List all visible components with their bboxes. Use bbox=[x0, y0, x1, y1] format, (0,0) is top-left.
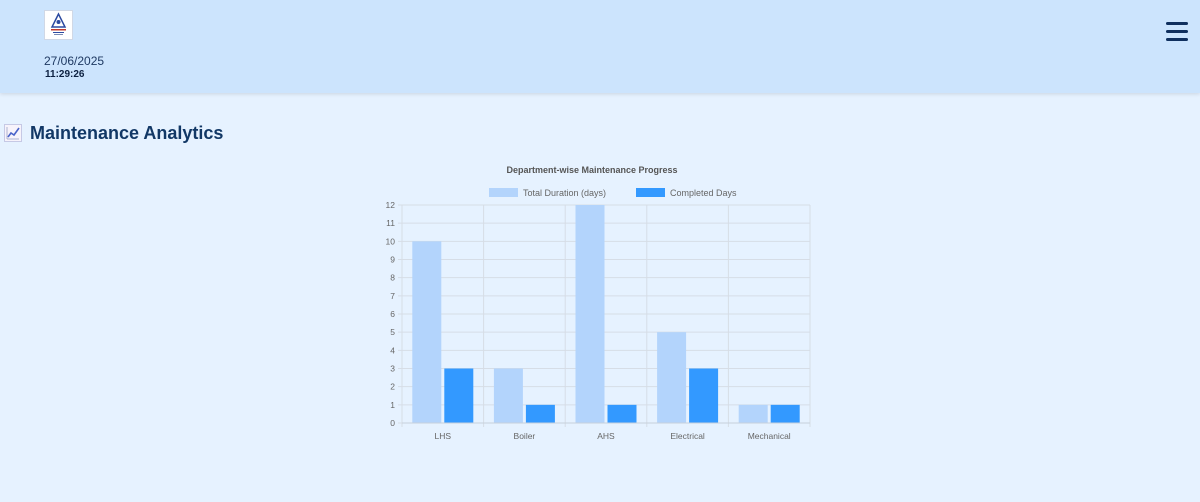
x-tick-label: Boiler bbox=[514, 431, 536, 441]
page-title-row: Maintenance Analytics bbox=[4, 122, 223, 144]
y-tick-label: 5 bbox=[390, 327, 395, 337]
page-title: Maintenance Analytics bbox=[30, 122, 224, 143]
hamburger-menu-icon[interactable] bbox=[1166, 22, 1188, 42]
bar-electrical-total bbox=[657, 332, 687, 423]
bar-lhs-completed bbox=[444, 368, 474, 423]
y-tick-label: 7 bbox=[390, 291, 395, 301]
y-tick-label: 9 bbox=[390, 255, 395, 265]
bar-lhs-total bbox=[412, 241, 442, 423]
chart-title: Department-wise Maintenance Progress bbox=[506, 165, 677, 175]
bar-ahs-completed bbox=[607, 404, 637, 423]
bar-boiler-total bbox=[493, 368, 523, 423]
logo-icon bbox=[44, 10, 73, 40]
legend-swatch-0 bbox=[489, 188, 518, 197]
current-date: 27/06/2025 bbox=[44, 54, 105, 68]
y-tick-label: 1 bbox=[390, 400, 395, 410]
x-tick-label: Mechanical bbox=[748, 431, 791, 441]
y-tick-label: 0 bbox=[390, 418, 395, 428]
current-time: 11:29:26 bbox=[45, 69, 85, 80]
y-tick-label: 8 bbox=[390, 273, 395, 283]
x-tick-label: Electrical bbox=[670, 431, 705, 441]
top-header: 27/06/2025 11:29:26 bbox=[0, 0, 1200, 93]
bar-boiler-completed bbox=[525, 404, 555, 423]
legend-swatch-1 bbox=[636, 188, 665, 197]
y-tick-label: 2 bbox=[390, 382, 395, 392]
legend-label-1: Completed Days bbox=[670, 188, 737, 198]
bar-ahs-total bbox=[575, 205, 605, 423]
y-tick-label: 6 bbox=[390, 309, 395, 319]
x-tick-label: AHS bbox=[597, 431, 615, 441]
bar-electrical-completed bbox=[689, 368, 719, 423]
chart-increasing-icon bbox=[4, 124, 22, 142]
bar-mechanical-total bbox=[738, 404, 768, 423]
y-tick-label: 3 bbox=[390, 364, 395, 374]
y-tick-label: 11 bbox=[386, 218, 395, 228]
y-tick-label: 4 bbox=[390, 345, 395, 355]
bar-mechanical-completed bbox=[770, 404, 800, 423]
y-tick-label: 12 bbox=[386, 200, 396, 210]
x-tick-label: LHS bbox=[435, 431, 452, 441]
y-tick-label: 10 bbox=[386, 236, 396, 246]
maintenance-progress-chart: Department-wise Maintenance Progress Tota… bbox=[386, 165, 811, 441]
legend-label-0: Total Duration (days) bbox=[523, 188, 606, 198]
